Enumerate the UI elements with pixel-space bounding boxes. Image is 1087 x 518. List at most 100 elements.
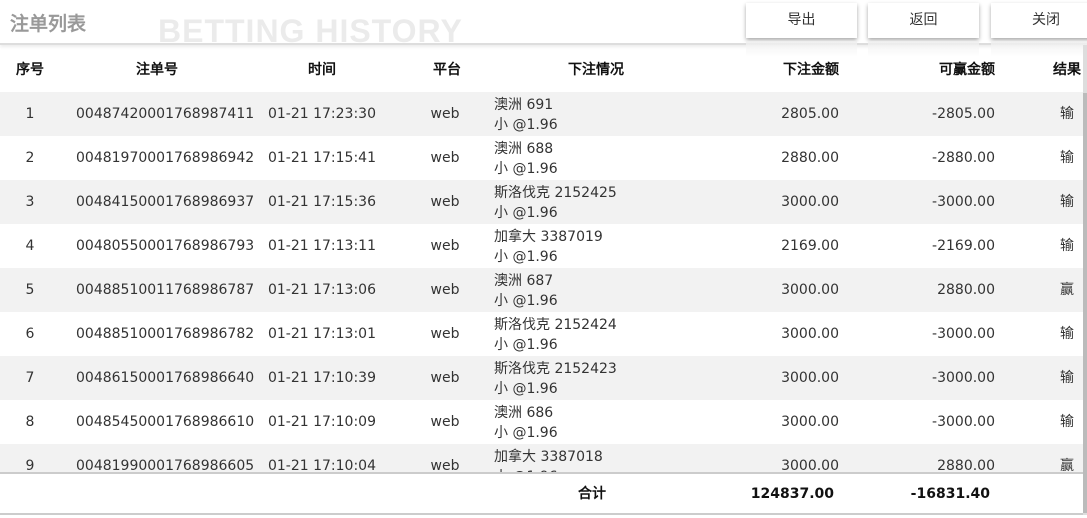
- row-win: -3000.00: [932, 194, 995, 210]
- row-platform: web: [430, 326, 460, 342]
- row-no: 2: [25, 150, 35, 166]
- row-platform: web: [430, 370, 460, 386]
- scrollbar[interactable]: [1083, 45, 1087, 515]
- row-detail1: 斯洛伐克 2152423: [494, 361, 617, 377]
- row-id: 00485450001768986610: [76, 414, 255, 430]
- export-button[interactable]: 导出: [746, 3, 857, 57]
- row-stake: 3000.00: [781, 414, 839, 430]
- row-no: 1: [25, 106, 35, 122]
- row-detail2: 小 @1.96: [494, 205, 558, 221]
- table-row[interactable]: 5 00488510011768986787 01-21 17:13:06 web 30…: [0, 268, 1083, 312]
- row-result: 输: [1060, 370, 1074, 386]
- row-detail: 加拿大 3387019 小 @1.96: [494, 227, 603, 267]
- table-row[interactable]: 8 00485450001768986610 01-21 17:10:09 web 30…: [0, 400, 1083, 444]
- row-detail1: 澳洲 686: [494, 405, 554, 421]
- row-time: 01-21 17:13:01: [267, 326, 376, 342]
- watermark: BETTING HISTORY: [158, 13, 463, 49]
- row-time: 01-21 17:10:04: [267, 458, 376, 472]
- row-result: 输: [1060, 150, 1074, 166]
- close-button[interactable]: 关闭: [991, 3, 1087, 57]
- table-row[interactable]: 1 00487420001768987411 01-21 17:23:30 web 28…: [0, 92, 1083, 136]
- row-win: -2169.00: [932, 238, 995, 254]
- row-platform: web: [430, 194, 460, 210]
- row-detail: 澳洲 686 小 @1.96: [494, 403, 558, 443]
- row-detail1: 加拿大 3387018: [494, 449, 603, 465]
- row-time: 01-21 17:15:41: [267, 150, 376, 166]
- row-platform: web: [430, 150, 460, 166]
- row-detail2: 小 @1.96: [494, 337, 558, 353]
- row-no: 5: [25, 282, 35, 298]
- row-stake: 2880.00: [781, 150, 839, 166]
- row-detail1: 澳洲 687: [494, 273, 554, 289]
- row-detail: 澳洲 687 小 @1.96: [494, 271, 558, 311]
- row-no: 4: [25, 238, 35, 254]
- close-label: 关闭: [1032, 12, 1060, 28]
- row-win: -3000.00: [932, 370, 995, 386]
- row-stake: 3000.00: [781, 282, 839, 298]
- row-result: 输: [1060, 194, 1074, 210]
- row-result: 输: [1060, 326, 1074, 342]
- row-detail2: 小 @1.96: [494, 425, 558, 441]
- row-time: 01-21 17:15:36: [267, 194, 376, 210]
- row-result: 输: [1060, 106, 1074, 122]
- table-row[interactable]: 3 00484150001768986937 01-21 17:15:36 web 30…: [0, 180, 1083, 224]
- row-win: -3000.00: [932, 414, 995, 430]
- row-time: 01-21 17:10:39: [267, 370, 376, 386]
- table-row[interactable]: 4 00480550001768986793 01-21 17:13:11 web 21…: [0, 224, 1083, 268]
- row-detail1: 斯洛伐克 2152425: [494, 185, 617, 201]
- row-win: 2880.00: [937, 458, 995, 472]
- row-detail1: 斯洛伐克 2152424: [494, 317, 617, 333]
- row-win: -2805.00: [932, 106, 995, 122]
- row-detail: 斯洛伐克 2152423 小 @1.96: [494, 359, 617, 399]
- col-result: 结果: [1053, 62, 1081, 78]
- row-id: 00488510001768986782: [76, 326, 255, 342]
- row-time: 01-21 17:10:09: [267, 414, 376, 430]
- row-win: -3000.00: [932, 326, 995, 342]
- row-stake: 3000.00: [781, 194, 839, 210]
- row-result: 赢: [1060, 458, 1074, 472]
- row-detail1: 澳洲 691: [494, 97, 554, 113]
- row-platform: web: [430, 106, 460, 122]
- scrollbar-thumb[interactable]: [1083, 93, 1087, 513]
- row-detail2: 小 @1.96: [494, 467, 603, 472]
- row-stake: 2805.00: [781, 106, 839, 122]
- row-detail: 斯洛伐克 2152425 小 @1.96: [494, 183, 617, 223]
- row-platform: web: [430, 282, 460, 298]
- row-id: 00481990001768986605: [76, 458, 255, 472]
- col-stake: 下注金额: [783, 62, 839, 78]
- row-detail2: 小 @1.96: [494, 381, 558, 397]
- table-body[interactable]: 1 00487420001768987411 01-21 17:23:30 web 28…: [0, 92, 1083, 472]
- row-detail1: 澳洲 688: [494, 141, 554, 157]
- row-no: 6: [25, 326, 35, 342]
- row-time: 01-21 17:13:06: [267, 282, 376, 298]
- col-id: 注单号: [136, 62, 178, 78]
- col-no: 序号: [16, 62, 44, 78]
- row-result: 输: [1060, 414, 1074, 430]
- win-total: -16831.40: [910, 486, 990, 502]
- row-platform: web: [430, 458, 460, 472]
- page-title: 注单列表: [10, 13, 87, 35]
- row-time: 01-21 17:23:30: [267, 106, 376, 122]
- back-button[interactable]: 返回: [868, 3, 979, 57]
- col-detail: 下注情况: [568, 62, 624, 78]
- row-no: 9: [25, 458, 35, 472]
- table-row[interactable]: 6 00488510001768986782 01-21 17:13:01 web 30…: [0, 312, 1083, 356]
- row-result: 赢: [1060, 282, 1074, 298]
- row-platform: web: [430, 414, 460, 430]
- row-no: 7: [25, 370, 35, 386]
- row-stake: 3000.00: [781, 458, 839, 472]
- stake-total: 124837.00: [750, 486, 834, 502]
- row-time: 01-21 17:13:11: [267, 238, 376, 254]
- table-row[interactable]: 7 00486150001768986640 01-21 17:10:39 web 30…: [0, 356, 1083, 400]
- row-stake: 2169.00: [781, 238, 839, 254]
- table-footer: 合计 124837.00 -16831.40: [0, 472, 1083, 515]
- table-row[interactable]: 9 00481990001768986605 01-21 17:10:04 web 30…: [0, 444, 1083, 472]
- row-id: 00480550001768986793: [76, 238, 255, 254]
- total-label: 合计: [578, 486, 606, 502]
- row-result: 输: [1060, 238, 1074, 254]
- row-no: 3: [25, 194, 35, 210]
- table-row[interactable]: 2 00481970001768986942 01-21 17:15:41 web 28…: [0, 136, 1083, 180]
- row-id: 00484150001768986937: [76, 194, 255, 210]
- col-platform: 平台: [433, 62, 461, 78]
- row-id: 00481970001768986942: [76, 150, 255, 166]
